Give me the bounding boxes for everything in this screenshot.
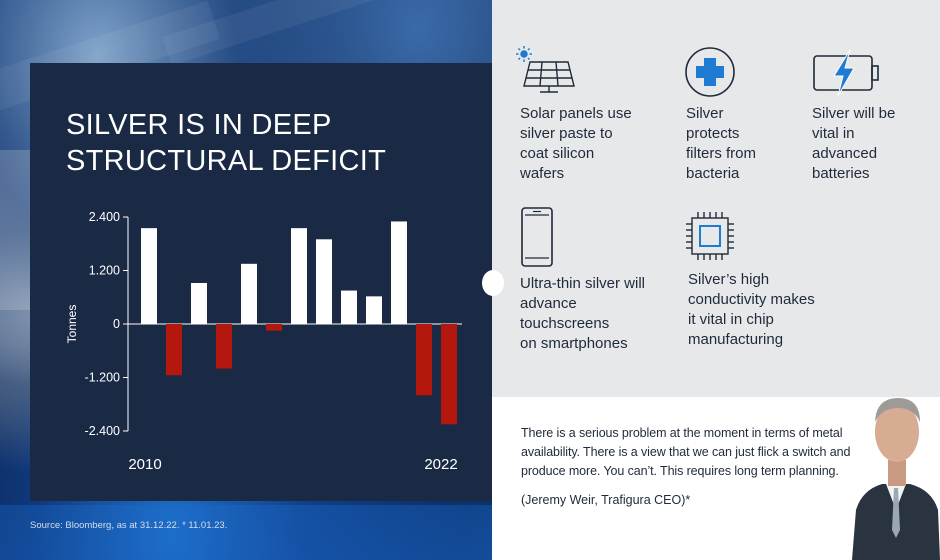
bar-2019: [366, 296, 382, 324]
bar-2022: [441, 324, 457, 425]
feature-text: Silver’s high conductivity makes it vita…: [688, 271, 815, 348]
title-line-1: SILVER IS IN DEEP: [66, 109, 332, 141]
bar-2014: [241, 263, 257, 324]
bar-2020: [391, 221, 407, 324]
bar-2015: [266, 324, 282, 331]
title-line-2: STRUCTURAL DEFICIT: [66, 145, 387, 177]
y-tick-label: 0: [113, 317, 120, 331]
bar-2010: [141, 228, 157, 324]
chip-icon: [686, 212, 734, 260]
bar-2011: [166, 324, 182, 376]
chart-title: SILVER IS IN DEEP STRUCTURAL DEFICIT: [66, 107, 466, 179]
feature-text: Silver protects filters from bacteria: [686, 105, 757, 182]
ceo-quote: There is a serious problem at the moment…: [521, 426, 851, 478]
bar-2018: [341, 290, 357, 324]
chart-panel: SILVER IS IN DEEP STRUCTURAL DEFICIT 2.4…: [30, 63, 492, 501]
battery-icon: [813, 49, 879, 97]
bar-chart: 2.400 1.200 0 -1.200 -2.400 Tonnes 2010 2022: [65, 210, 462, 473]
y-axis-label: Tonnes: [65, 305, 79, 344]
bar-2012: [191, 282, 207, 324]
source-note: Source: Bloomberg, as at 31.12.22. * 11.…: [30, 520, 228, 531]
medical-cross-icon: [685, 47, 735, 97]
x-label-last: 2022: [424, 456, 457, 473]
x-label-first: 2010: [128, 456, 161, 473]
feature-text: Silver will be vital in advanced batteri…: [812, 105, 896, 182]
smartphone-icon: [521, 207, 553, 267]
bar-2013: [216, 324, 232, 369]
bar-2017: [316, 239, 332, 324]
solar-panel-icon: [516, 46, 575, 93]
feature-text: Ultra-thin silver will advance touchscre…: [520, 275, 646, 352]
y-tick-label: -1.200: [85, 371, 120, 385]
divider-dot: [482, 270, 504, 296]
feature-text: Solar panels use silver paste to coat si…: [520, 105, 632, 182]
y-tick-label: 2.400: [89, 210, 120, 224]
y-tick-label: -2.400: [85, 424, 120, 438]
ceo-portrait: [852, 398, 940, 560]
quote-attribution: (Jeremy Weir, Trafigura CEO)*: [521, 493, 691, 507]
bar-2021: [416, 324, 432, 396]
y-tick-label: 1.200: [89, 264, 120, 278]
bar-2016: [291, 228, 307, 324]
